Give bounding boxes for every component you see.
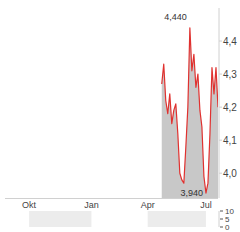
x-tick-label: Jul bbox=[200, 200, 212, 210]
volume-y-tick-label: 5 bbox=[225, 215, 230, 224]
y-tick bbox=[219, 74, 222, 75]
volume-y-tick bbox=[220, 211, 223, 212]
volume-y-tick bbox=[220, 227, 223, 228]
period-band bbox=[148, 211, 206, 227]
y-tick bbox=[219, 140, 222, 141]
chart-svg: 4,0 4,1 4,2 4,3 4,4 Okt Jan Apr Jul 4,440 3,940 051… bbox=[0, 0, 240, 232]
chart-root: 4,0 4,1 4,2 4,3 4,4 Okt Jan Apr Jul 4,440 3,940 051… bbox=[0, 0, 240, 232]
y-tick-label: 4,4 bbox=[223, 36, 237, 47]
price-area bbox=[162, 28, 218, 198]
volume-y-tick-label: 10 bbox=[225, 207, 234, 216]
volume-y-tick bbox=[220, 219, 223, 220]
price-line bbox=[162, 28, 218, 193]
y-tick bbox=[219, 173, 222, 174]
x-tick-label: Jan bbox=[84, 200, 99, 210]
plot-data bbox=[162, 28, 218, 198]
volume-axis-line bbox=[219, 211, 220, 227]
x-axis-line bbox=[5, 198, 218, 199]
y-tick-label: 4,3 bbox=[223, 69, 237, 80]
y-tick-label: 4,1 bbox=[223, 135, 237, 146]
y-tick-label: 4,0 bbox=[223, 168, 237, 179]
y-axis-line bbox=[219, 8, 220, 198]
annotation: 3,940 bbox=[180, 188, 203, 198]
annotation: 4,440 bbox=[164, 12, 187, 22]
period-band bbox=[29, 211, 91, 227]
x-tick-label: Apr bbox=[141, 200, 155, 210]
y-tick bbox=[219, 107, 222, 108]
volume-y-tick-label: 0 bbox=[225, 223, 230, 232]
y-tick-label: 4,2 bbox=[223, 102, 237, 113]
x-tick-label: Okt bbox=[22, 200, 37, 210]
y-tick bbox=[219, 41, 222, 42]
